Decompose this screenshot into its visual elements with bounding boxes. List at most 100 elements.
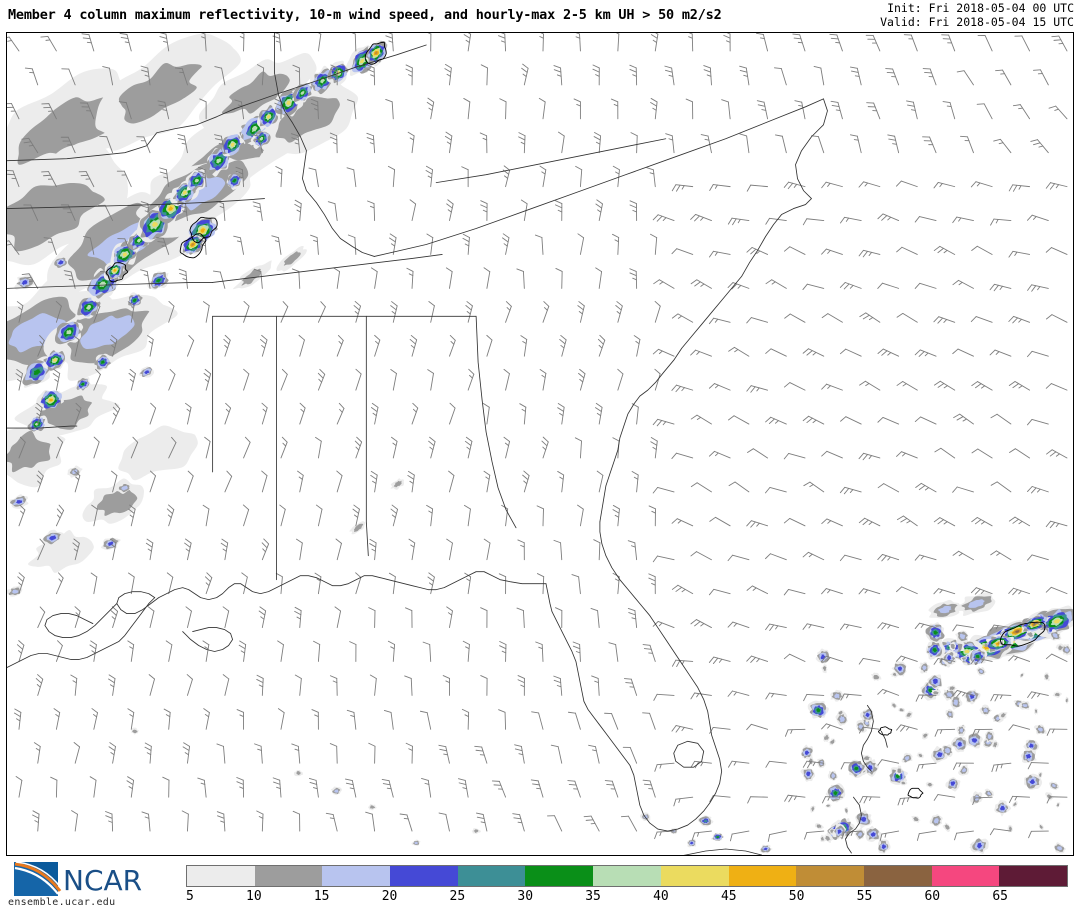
reflectivity-contour — [359, 58, 365, 64]
wind-barb — [896, 381, 918, 391]
wind-barb — [486, 334, 493, 357]
reflectivity-contour — [1000, 712, 1006, 718]
wind-barb — [168, 300, 175, 323]
wind-barb — [709, 184, 731, 191]
wind-barb — [166, 504, 175, 527]
wind-barb — [168, 436, 177, 459]
reflectivity-contour — [977, 842, 983, 849]
wind-barb — [317, 33, 322, 52]
reflectivity-contour — [824, 734, 829, 741]
wind-barb — [746, 184, 769, 192]
reflectivity-contour — [232, 178, 237, 183]
wind-barb — [588, 744, 600, 764]
wind-barb — [204, 572, 213, 595]
wind-barb — [1008, 315, 1031, 324]
wind-barb — [555, 607, 563, 629]
reflectivity-contour — [333, 789, 339, 793]
wind-barb — [839, 216, 862, 224]
wind-barb — [239, 33, 245, 52]
reflectivity-contour — [971, 738, 978, 743]
reflectivity-contour — [944, 747, 951, 754]
wind-barb — [708, 656, 731, 665]
wind-barb — [746, 655, 769, 663]
reflectivity-contour — [979, 669, 984, 674]
wind-barb — [990, 413, 1012, 425]
wind-barb — [399, 813, 413, 832]
wind-barb — [535, 641, 544, 662]
wind-barb — [93, 368, 101, 391]
wind-barb — [308, 777, 319, 798]
wind-barb — [256, 674, 264, 696]
wind-barb — [536, 573, 545, 595]
wind-barb — [446, 606, 453, 629]
reflectivity-contour — [881, 844, 886, 850]
reflectivity-contour — [1025, 753, 1032, 759]
wind-barb — [271, 235, 282, 255]
reflectivity-contour — [7, 430, 51, 473]
wind-barb — [17, 572, 25, 595]
wind-barb — [317, 368, 326, 391]
reflectivity-contour — [716, 836, 719, 838]
reflectivity-contour — [122, 252, 128, 257]
wind-barb — [243, 368, 250, 391]
wind-barb — [354, 436, 363, 459]
wind-barb — [1012, 104, 1031, 120]
reflectivity-contour — [1065, 698, 1068, 703]
wind-barb — [55, 436, 64, 459]
map-canvas[interactable] — [7, 33, 1073, 855]
reflectivity-contour — [933, 817, 939, 824]
reflectivity-contour — [52, 358, 58, 362]
wind-barb — [877, 688, 900, 696]
wind-barb — [81, 33, 95, 52]
wind-barb — [1008, 184, 1031, 192]
wind-barb — [728, 481, 750, 493]
wind-barb — [1008, 587, 1031, 596]
wind-barb — [915, 482, 937, 493]
wind-barb — [72, 335, 80, 357]
reflectivity-contour — [28, 530, 94, 573]
wind-barb — [220, 538, 229, 561]
wind-barb — [74, 402, 82, 425]
reflectivity-contour — [241, 268, 261, 286]
wind-barb — [222, 674, 230, 696]
wind-barb — [629, 64, 638, 86]
wind-barb — [859, 312, 881, 323]
wind-barb — [148, 674, 155, 696]
reflectivity-contour — [151, 221, 158, 228]
wind-barb — [783, 653, 806, 662]
wind-barb — [933, 316, 956, 324]
wind-barb — [499, 641, 507, 662]
map-panel[interactable] — [6, 32, 1074, 856]
wind-barb — [71, 810, 78, 832]
wind-barb — [55, 504, 65, 527]
wind-barb — [50, 776, 58, 798]
wind-barb — [727, 217, 750, 226]
wind-barb — [261, 538, 270, 561]
wind-barb — [166, 572, 174, 595]
wind-barb — [802, 348, 825, 357]
wind-barb — [159, 167, 170, 188]
ncar-logo[interactable]: NCAR — [6, 858, 171, 912]
wind-barb — [970, 316, 993, 323]
reflectivity-colorbar[interactable] — [186, 865, 1068, 887]
wind-barb — [727, 690, 750, 697]
wind-barb — [746, 385, 769, 393]
wind-barb — [727, 760, 750, 768]
wind-barb — [149, 402, 157, 425]
wind-barb — [721, 99, 731, 120]
reflectivity-contour — [826, 804, 830, 808]
wind-barb — [147, 606, 155, 629]
wind-barb — [292, 810, 301, 832]
wind-barb — [428, 436, 436, 459]
wind-barb — [426, 504, 434, 527]
reflectivity-contour — [200, 228, 206, 233]
wind-barb — [727, 621, 750, 629]
wind-barb — [111, 470, 118, 493]
wind-barb — [553, 675, 563, 696]
wind-barb — [91, 708, 98, 730]
wind-barb — [387, 640, 396, 662]
wind-barb — [877, 348, 900, 357]
wind-barb — [593, 539, 601, 561]
wind-barb — [542, 301, 550, 323]
